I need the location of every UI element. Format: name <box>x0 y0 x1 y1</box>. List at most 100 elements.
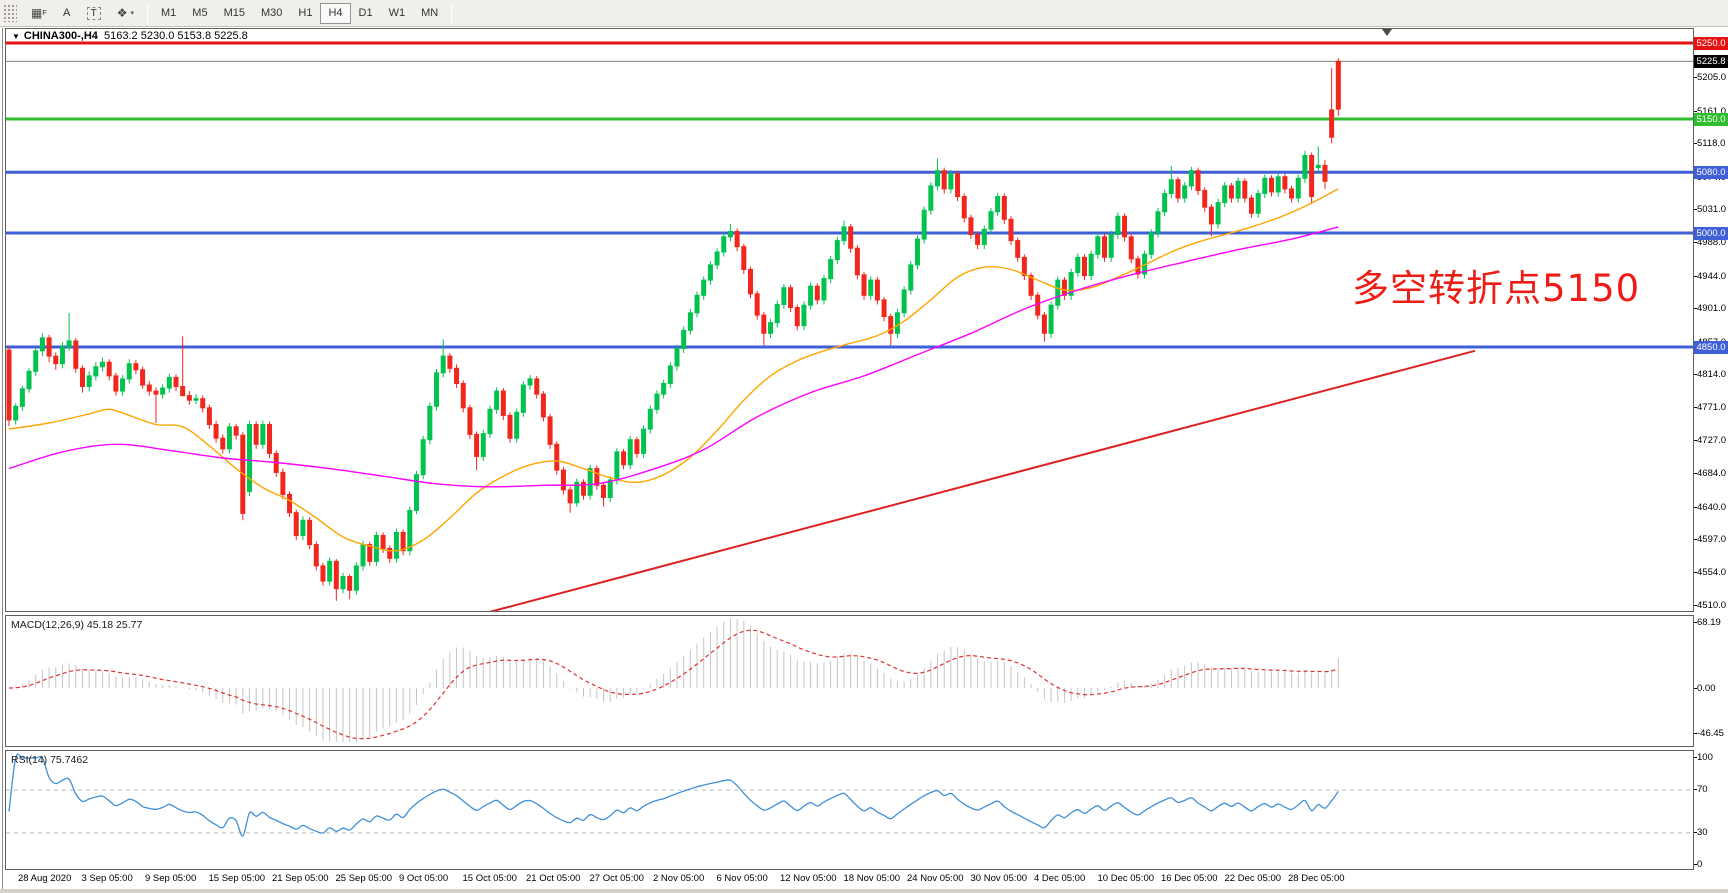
candle <box>180 386 186 397</box>
candle <box>654 393 660 410</box>
candle <box>6 349 12 421</box>
candle <box>801 304 807 327</box>
candle <box>1255 192 1261 214</box>
main-chart-pane[interactable] <box>5 28 1694 612</box>
candle <box>687 312 693 331</box>
candle <box>1335 60 1341 110</box>
text-box-button[interactable]: T <box>79 3 109 24</box>
date-label: 28 Dec 05:00 <box>1288 873 1345 884</box>
candle <box>1008 218 1014 242</box>
candle <box>1202 189 1208 208</box>
candle <box>233 426 239 436</box>
candle <box>701 279 707 296</box>
text-a-button[interactable]: A <box>62 7 71 19</box>
annotation-text[interactable]: 多空转折点5150 <box>1352 267 1641 310</box>
candle <box>1295 177 1301 199</box>
candle <box>166 376 172 389</box>
candle <box>527 378 533 386</box>
candle <box>1302 154 1308 179</box>
chart-shift-marker-icon[interactable] <box>1382 29 1392 36</box>
candle <box>1061 279 1067 296</box>
timeframe-h4[interactable]: H4 <box>320 2 351 24</box>
candle <box>854 247 860 276</box>
timeframe-group: M1 M5 M15 M30 H1 H4 D1 W1 MN <box>153 2 446 24</box>
date-label: 6 Nov 05:00 <box>716 873 768 884</box>
collapse-arrow-icon[interactable]: ▼ <box>12 32 20 41</box>
candle <box>380 534 386 549</box>
date-label: 16 Dec 05:00 <box>1161 873 1218 884</box>
grid-f-icon[interactable]: ▦ F <box>23 3 55 24</box>
candle <box>587 468 593 496</box>
candle <box>534 378 540 395</box>
rsi-axis-label: 100 <box>1697 752 1713 763</box>
candle <box>133 363 139 371</box>
price-tick: 5161.0 <box>1697 105 1727 117</box>
candle <box>1208 206 1214 225</box>
candle <box>13 405 19 421</box>
timeframe-m15[interactable]: M15 <box>223 7 245 19</box>
candle <box>1195 170 1201 191</box>
trendline[interactable] <box>480 349 1476 611</box>
timeframe-m30[interactable]: M30 <box>260 7 283 19</box>
candle <box>333 560 339 590</box>
candle <box>280 471 286 495</box>
candle <box>1015 240 1021 258</box>
timeframe-m1[interactable]: M1 <box>161 7 177 19</box>
date-label: 28 Aug 2020 <box>18 873 72 884</box>
toolbar-separator <box>147 3 149 23</box>
bottom-strip <box>0 889 1728 893</box>
candle <box>1001 196 1007 220</box>
candle <box>1122 215 1128 238</box>
candle <box>480 433 486 457</box>
candle <box>874 279 880 301</box>
candle <box>1128 236 1134 260</box>
candle <box>1289 188 1295 199</box>
candle <box>427 405 433 441</box>
toolbar-grip[interactable] <box>3 4 17 22</box>
date-label: 24 Nov 05:00 <box>907 873 964 884</box>
cursor-tool-button[interactable]: ❖ ▾ <box>109 3 142 24</box>
candle <box>1329 109 1335 138</box>
price-badge-5080.0: 5080.0 <box>1694 165 1728 179</box>
candle <box>200 398 206 409</box>
tick-mark <box>1694 605 1697 607</box>
candle <box>293 512 299 536</box>
timeframe-mn[interactable]: MN <box>421 7 439 19</box>
candle <box>634 439 640 454</box>
candle <box>73 340 79 369</box>
candle <box>707 264 713 281</box>
candle <box>327 560 333 582</box>
candle <box>888 316 894 334</box>
candle <box>100 361 106 368</box>
date-label: 30 Nov 05:00 <box>970 873 1028 884</box>
candle <box>1168 179 1174 194</box>
candle <box>627 439 633 466</box>
date-axis[interactable]: 28 Aug 2020 3 Sep 05:00 9 Sep 05:00 15 Sep … <box>5 870 1694 889</box>
timeframe-w1[interactable]: W1 <box>388 7 406 19</box>
candle <box>1322 164 1328 182</box>
candle <box>1275 176 1281 193</box>
candle <box>547 416 553 445</box>
timeframe-m5[interactable]: M5 <box>192 7 208 19</box>
candle <box>140 369 146 386</box>
candle <box>734 230 740 248</box>
candle <box>868 279 874 296</box>
candle <box>641 428 647 454</box>
price-tick: 4771.0 <box>1697 402 1727 414</box>
macd-pane[interactable] <box>5 615 1694 747</box>
macd-axis-label: 0.00 <box>1697 683 1716 694</box>
symbol-timeframe: CHINA300-,H4 <box>23 30 98 42</box>
timeframe-d1[interactable]: D1 <box>358 7 373 19</box>
price-tick: 5205.0 <box>1697 72 1727 84</box>
date-label: 21 Sep 05:00 <box>272 873 329 884</box>
rsi-pane[interactable] <box>5 750 1694 870</box>
candle <box>360 544 366 567</box>
candle <box>153 390 159 395</box>
candle <box>821 278 827 301</box>
price-axis[interactable]: 5205.05161.05118.05074.05031.04988.04944… <box>1694 28 1728 870</box>
ma-magenta-line <box>8 226 1339 488</box>
candle <box>79 367 85 388</box>
candle <box>1188 170 1194 187</box>
tick-mark <box>1694 789 1697 790</box>
timeframe-h1[interactable]: H1 <box>298 7 313 19</box>
